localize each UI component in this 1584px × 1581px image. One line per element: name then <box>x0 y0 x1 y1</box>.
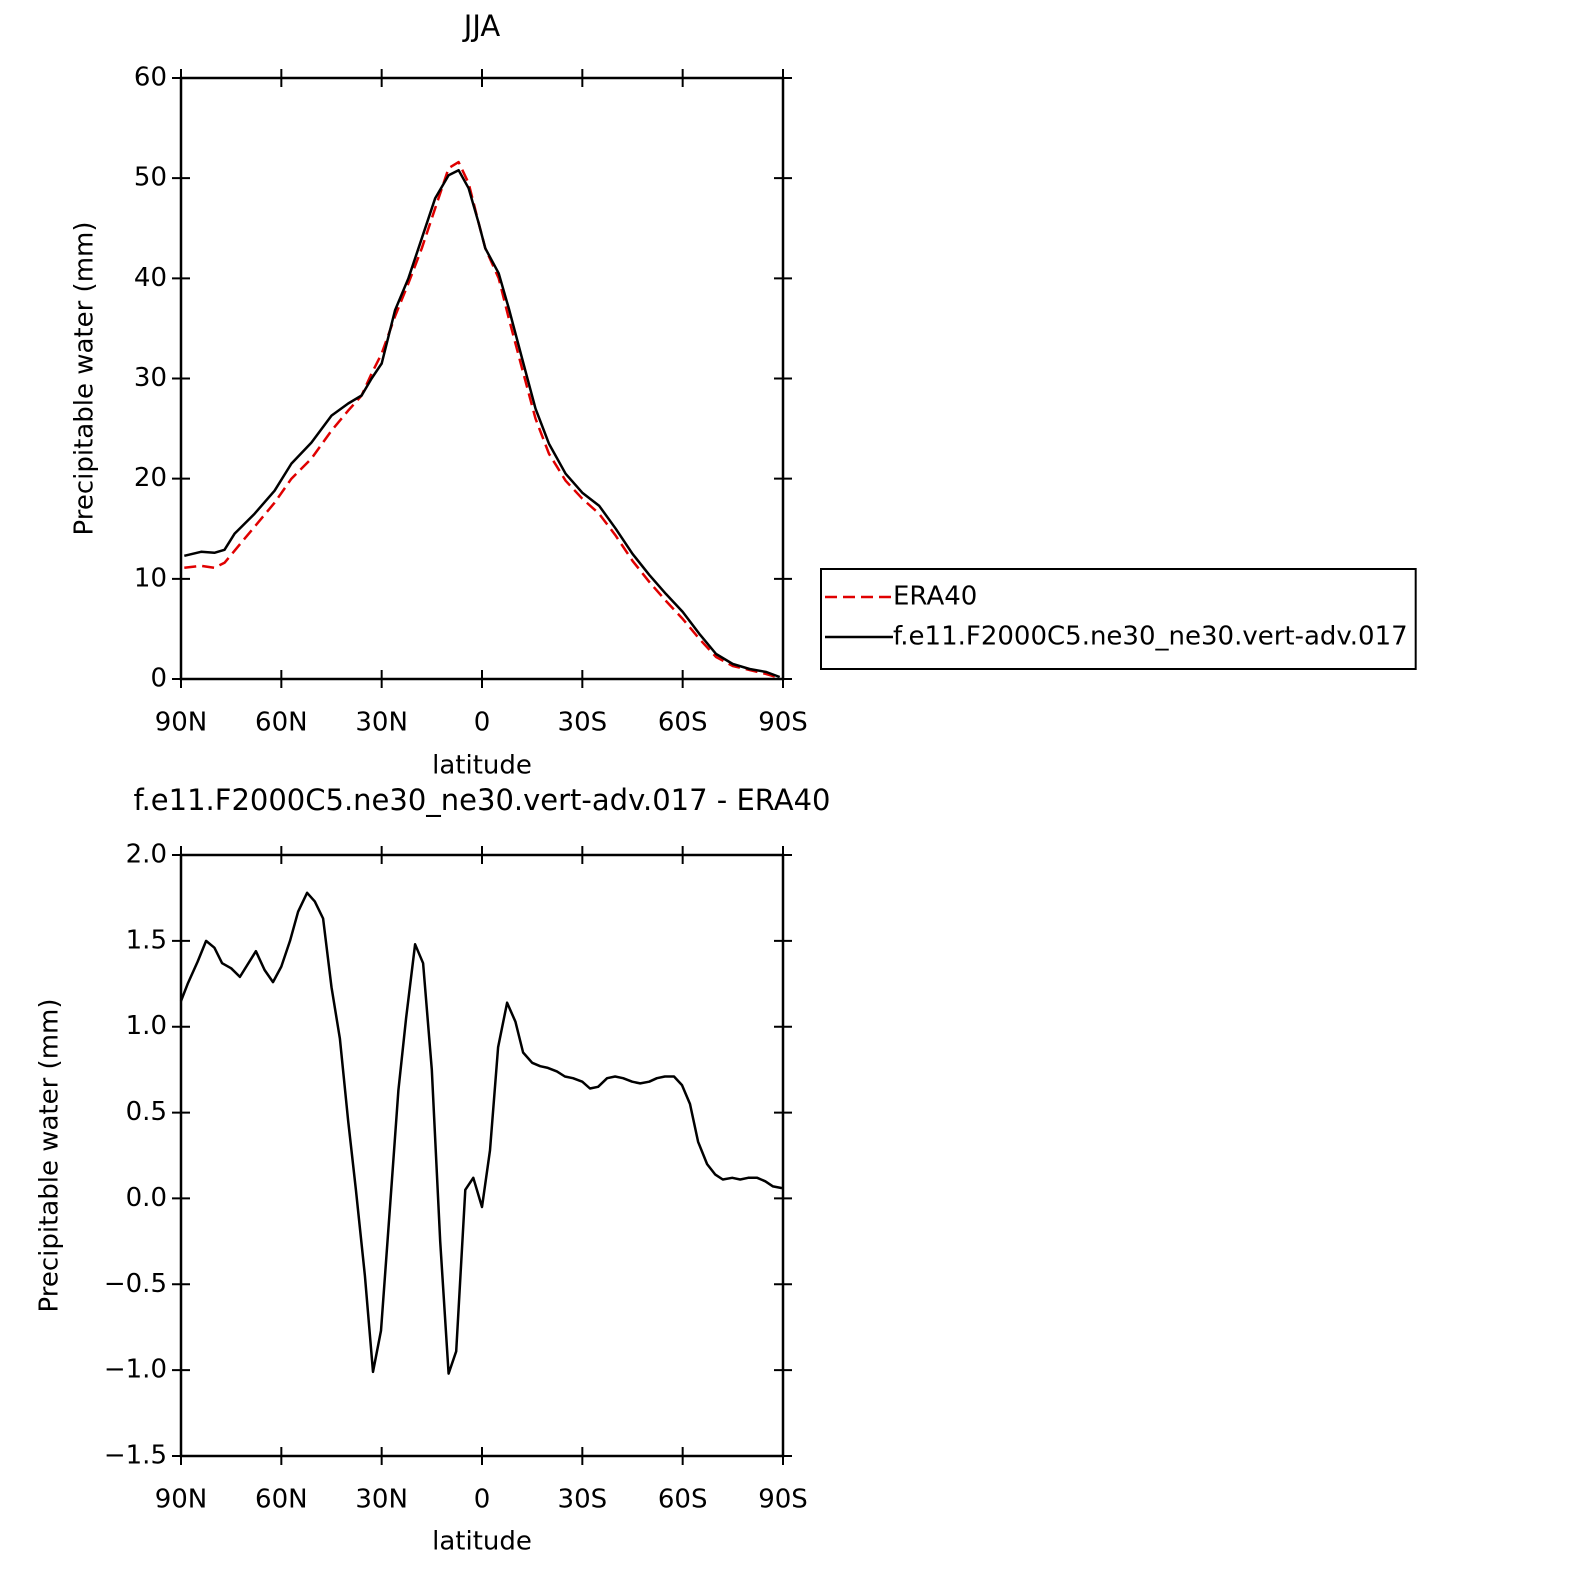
y-tick-label: 0 <box>150 664 167 694</box>
y-tick-label: −0.5 <box>104 1269 167 1299</box>
x-tick-label: 60N <box>255 708 308 738</box>
data-line <box>184 168 781 679</box>
x-tick-label: 0 <box>474 1485 491 1515</box>
x-tick-label: 30S <box>558 1485 608 1515</box>
y-tick-label: 0.0 <box>126 1183 167 1213</box>
x-tick-label: 90N <box>155 708 208 738</box>
chart-title: JJA <box>462 9 501 43</box>
y-tick-label: 1.5 <box>126 925 167 955</box>
x-tick-label: 90N <box>155 1485 208 1515</box>
x-tick-label: 60S <box>658 1485 708 1515</box>
y-tick-label: −1.5 <box>104 1441 167 1471</box>
x-axis-label: latitude <box>432 751 532 781</box>
legend-frame <box>820 568 1417 670</box>
y-tick-label: 60 <box>134 63 167 93</box>
y-axis-label: Precipitable water (mm) <box>70 222 100 536</box>
chart-title: f.e11.F2000C5.ne30_ne30.vert-adv.017 - E… <box>133 783 830 817</box>
y-tick-label: 20 <box>134 463 167 493</box>
plot-frame <box>179 853 785 1458</box>
y-tick-label: 40 <box>134 263 167 293</box>
x-axis-label: latitude <box>432 1527 532 1557</box>
y-axis-label: Precipitable water (mm) <box>35 999 65 1313</box>
legend: ERA40 f.e11.F2000C5.ne30_ne30.vert-adv.01… <box>820 568 1417 670</box>
x-tick-label: 90S <box>758 1485 808 1515</box>
y-tick-label: 30 <box>134 363 167 393</box>
y-tick-label: 10 <box>134 563 167 593</box>
y-tick-label: −1.0 <box>104 1355 167 1385</box>
data-line <box>179 891 783 1375</box>
x-tick-label: 90S <box>758 708 808 738</box>
y-tick-label: 50 <box>134 163 167 193</box>
x-tick-label: 60S <box>658 708 708 738</box>
y-tick-label: 2.0 <box>126 840 167 870</box>
x-tick-label: 30N <box>355 708 408 738</box>
plot-frame <box>179 76 785 681</box>
data-line <box>184 160 781 680</box>
x-tick-label: 60N <box>255 1485 308 1515</box>
x-tick-label: 30S <box>558 708 608 738</box>
legend-label: ERA40 <box>893 582 977 612</box>
y-tick-label: 0.5 <box>126 1097 167 1127</box>
x-tick-label: 30N <box>355 1485 408 1515</box>
x-tick-label: 0 <box>474 708 491 738</box>
y-tick-label: 1.0 <box>126 1011 167 1041</box>
legend-label: f.e11.F2000C5.ne30_ne30.vert-adv.017 <box>893 622 1408 652</box>
